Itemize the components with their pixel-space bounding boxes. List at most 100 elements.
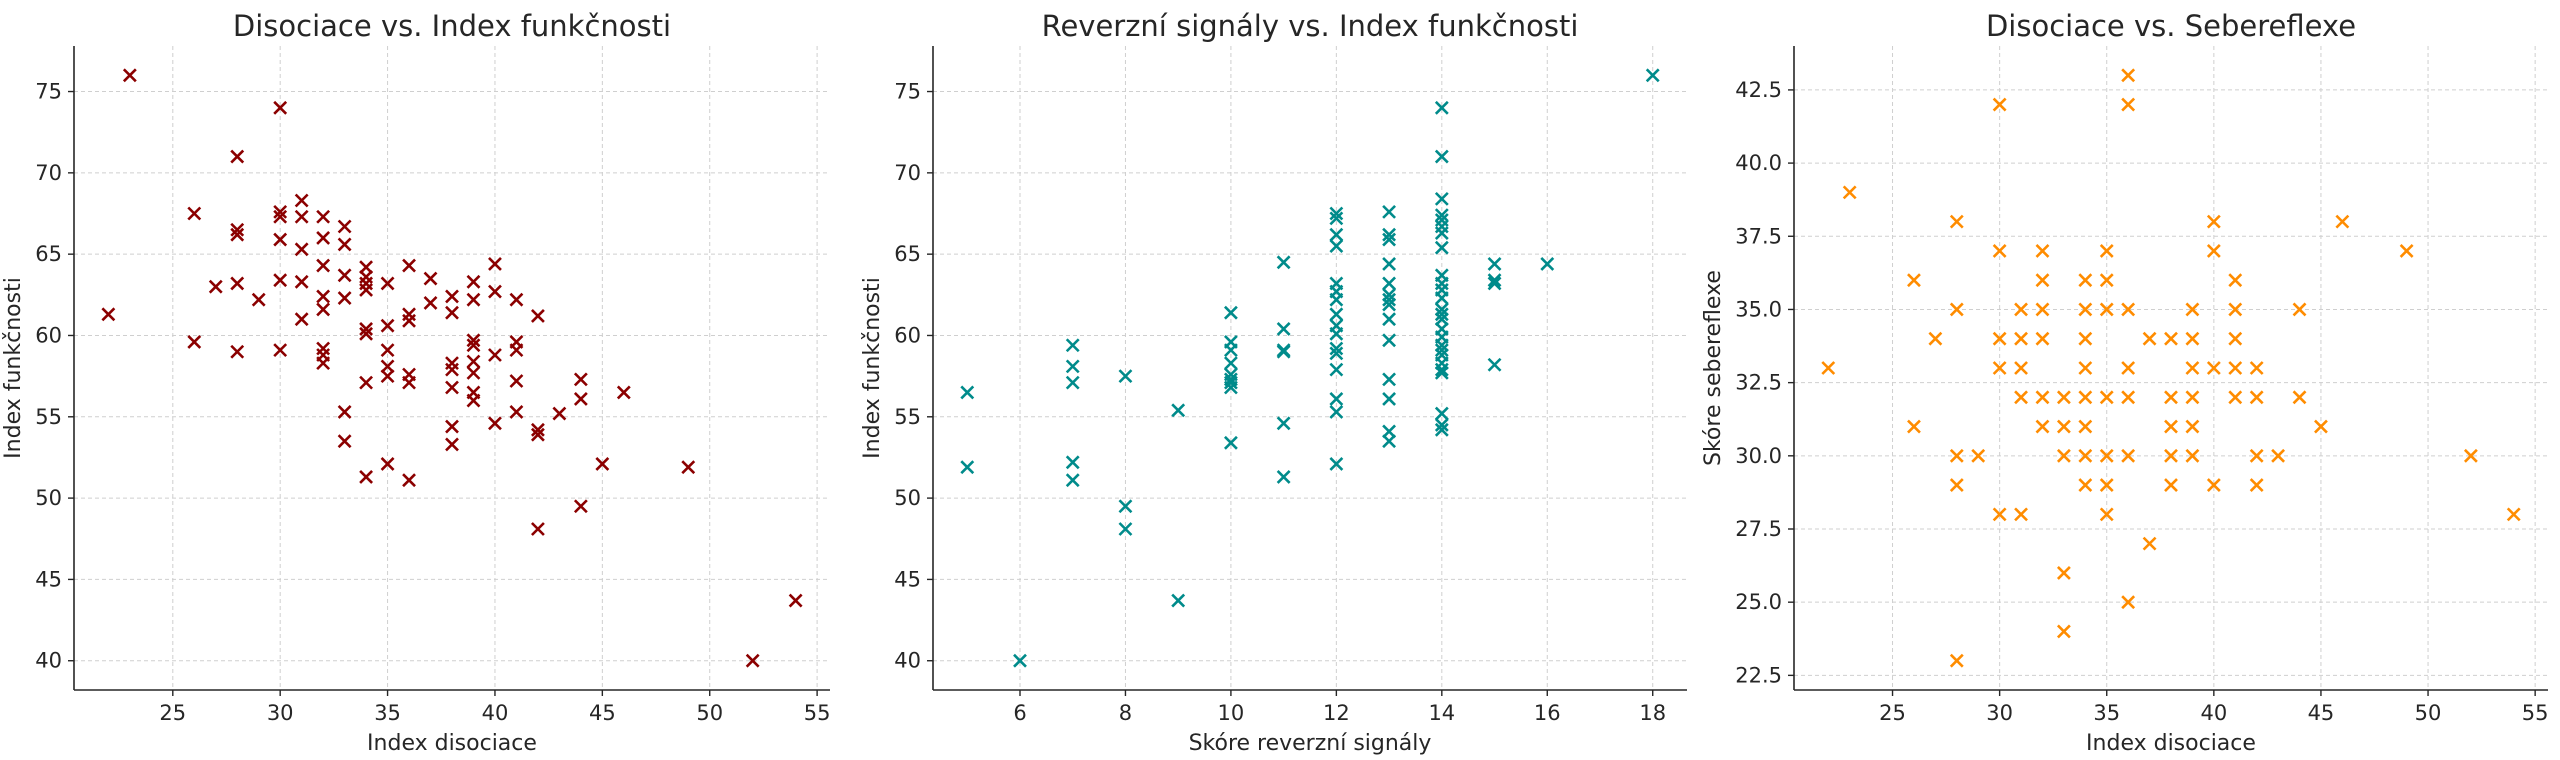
- x-axis-label: Index disociace: [367, 731, 537, 756]
- data-point: [2185, 448, 2200, 463]
- data-point: [2185, 302, 2200, 317]
- data-point: [2164, 390, 2178, 405]
- y-tick-label: 30.0: [1735, 444, 1782, 468]
- x-tick-label: 18: [1639, 701, 1666, 725]
- data-point: [230, 222, 245, 237]
- data-point: [445, 289, 459, 304]
- data-point: [2249, 390, 2264, 405]
- data-point: [273, 343, 288, 358]
- data-point: [2014, 390, 2028, 405]
- data-point: [466, 338, 481, 353]
- y-axis-label: Index funkčnosti: [860, 277, 885, 459]
- data-point: [2035, 419, 2050, 434]
- data-point: [359, 270, 374, 284]
- data-point: [316, 356, 331, 371]
- data-point: [1382, 276, 1397, 291]
- data-point: [2099, 390, 2114, 405]
- data-point: [316, 230, 331, 245]
- y-tick-label: 40: [35, 649, 62, 673]
- data-point: [1118, 522, 1133, 536]
- y-tick-label: 65: [894, 242, 921, 266]
- data-point: [423, 271, 438, 286]
- data-point: [1992, 331, 2007, 346]
- data-point: [1329, 346, 1344, 361]
- data-point: [1276, 470, 1291, 484]
- data-point: [2035, 243, 2050, 258]
- y-tick-label: 55: [894, 405, 921, 429]
- y-tick-label: 55: [35, 405, 62, 429]
- y-axis-label: Skóre sebereflexe: [1701, 270, 1726, 466]
- data-point: [2206, 361, 2221, 375]
- data-point: [745, 653, 760, 668]
- data-point: [2506, 507, 2521, 522]
- data-point: [1928, 331, 1943, 346]
- data-point: [595, 457, 610, 471]
- data-point: [1434, 191, 1449, 206]
- data-point: [1487, 276, 1502, 291]
- data-point: [1329, 362, 1344, 377]
- data-point: [509, 343, 524, 358]
- data-point: [960, 385, 975, 400]
- data-point: [230, 149, 245, 164]
- data-point: [1434, 422, 1449, 437]
- data-point: [1821, 361, 1836, 375]
- data-point: [1223, 375, 1238, 390]
- x-tick-label: 55: [2522, 701, 2549, 725]
- data-point: [2228, 331, 2243, 346]
- data-point: [1487, 273, 1502, 288]
- data-point: [294, 274, 309, 289]
- data-point: [2056, 419, 2071, 434]
- data-point: [1065, 473, 1080, 488]
- y-tick-label: 45: [35, 567, 62, 591]
- y-tick-label: 60: [35, 323, 62, 347]
- data-point: [1329, 206, 1344, 221]
- y-tick-label: 32.5: [1735, 371, 1782, 395]
- data-point: [2035, 273, 2050, 288]
- data-point: [2399, 243, 2414, 258]
- y-tick-label: 40: [894, 649, 921, 673]
- y-tick-label: 35.0: [1735, 297, 1782, 321]
- data-point: [2292, 390, 2307, 405]
- data-point: [488, 348, 502, 362]
- x-tick-label: 50: [2415, 701, 2442, 725]
- data-point: [1382, 232, 1397, 247]
- data-point: [2121, 302, 2136, 317]
- data-point: [2206, 478, 2221, 493]
- data-point: [2121, 448, 2136, 463]
- data-point: [2228, 390, 2243, 405]
- data-point: [681, 460, 696, 475]
- data-point: [2463, 448, 2478, 463]
- data-point: [208, 279, 223, 294]
- data-point: [359, 283, 374, 297]
- y-tick-label: 25.0: [1735, 590, 1782, 614]
- y-tick-label: 42.5: [1735, 78, 1782, 102]
- data-point: [294, 209, 309, 224]
- data-point: [230, 276, 245, 291]
- y-tick-label: 22.5: [1735, 663, 1782, 687]
- data-point: [1907, 419, 1921, 434]
- data-point: [2014, 331, 2028, 346]
- data-point: [2335, 214, 2350, 229]
- data-point: [337, 291, 352, 305]
- y-tick-label: 70: [35, 161, 62, 185]
- data-point: [2164, 419, 2178, 434]
- data-point: [316, 209, 331, 224]
- data-point: [1171, 593, 1186, 608]
- data-point: [1434, 291, 1449, 305]
- data-point: [1992, 361, 2007, 375]
- data-point: [230, 344, 245, 359]
- data-point: [2164, 331, 2178, 346]
- x-tick-label: 50: [696, 701, 723, 725]
- data-point: [1329, 239, 1344, 253]
- data-point: [316, 289, 331, 304]
- data-point: [1434, 100, 1449, 115]
- data-point: [1065, 338, 1080, 353]
- data-point: [380, 276, 395, 291]
- x-tick-label: 35: [2093, 701, 2120, 725]
- data-point: [402, 375, 416, 390]
- data-point: [445, 437, 459, 452]
- data-point: [1382, 256, 1397, 271]
- data-point: [337, 219, 352, 234]
- data-point: [466, 354, 481, 369]
- data-point: [1949, 214, 1964, 229]
